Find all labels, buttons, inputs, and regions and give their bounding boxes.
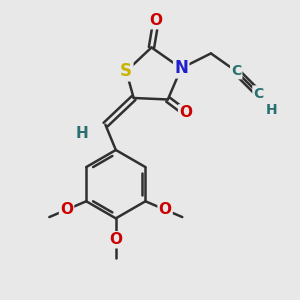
Text: C: C	[231, 64, 241, 78]
Text: C: C	[254, 86, 264, 100]
Text: O: O	[179, 105, 192, 120]
Text: N: N	[174, 59, 188, 77]
Text: O: O	[149, 13, 162, 28]
Text: H: H	[75, 126, 88, 141]
Text: O: O	[159, 202, 172, 217]
Text: H: H	[266, 103, 278, 117]
Text: O: O	[60, 202, 73, 217]
Text: O: O	[109, 232, 122, 247]
Text: S: S	[120, 62, 132, 80]
